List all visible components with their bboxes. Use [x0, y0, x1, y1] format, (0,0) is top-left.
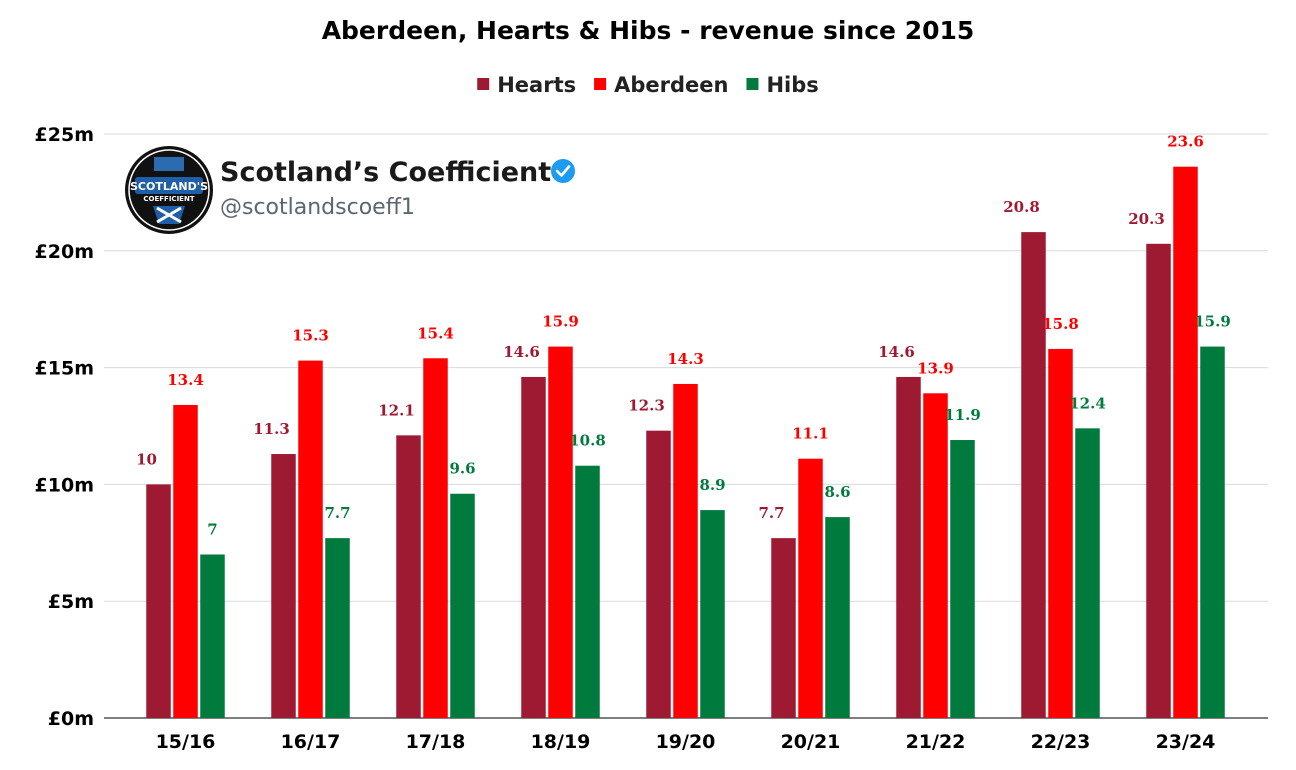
chart-title: Aberdeen, Hearts & Hibs - revenue since …	[322, 16, 975, 45]
y-tick-label: £10m	[35, 474, 94, 496]
data-label: 15.4	[417, 324, 454, 342]
data-label: 23.6	[1167, 133, 1204, 151]
bar-hearts-22-23	[1021, 232, 1046, 718]
verified-badge-icon	[551, 159, 575, 183]
data-label: 15.9	[542, 313, 579, 331]
data-label: 11.1	[792, 425, 829, 443]
bar-hibs-18-19	[575, 465, 600, 718]
data-label: 14.6	[503, 343, 540, 361]
y-tick-label: £5m	[48, 591, 94, 613]
data-label: 12.1	[378, 401, 415, 419]
bar-aberdeen-22-23	[1048, 348, 1073, 718]
legend-item-hibs: Hibs	[746, 73, 819, 97]
data-label: 7.7	[758, 504, 784, 522]
bars	[146, 166, 1225, 719]
x-tick-label: 22/23	[1031, 731, 1091, 753]
x-tick-label: 23/24	[1156, 731, 1216, 753]
data-label: 10	[136, 450, 157, 468]
legend-swatch	[594, 78, 607, 90]
bar-hibs-15-16	[200, 554, 225, 718]
data-label: 8.6	[824, 483, 850, 501]
bar-hearts-21-22	[896, 376, 921, 718]
x-tick-label: 15/16	[156, 731, 216, 753]
data-label: 20.8	[1003, 198, 1040, 216]
x-tick-label: 17/18	[406, 731, 466, 753]
bar-hibs-22-23	[1075, 428, 1100, 718]
data-label: 12.4	[1069, 394, 1106, 412]
data-label: 7	[207, 520, 217, 538]
bar-aberdeen-16-17	[298, 360, 323, 718]
bar-hibs-16-17	[325, 538, 350, 718]
bar-hearts-23-24	[1146, 243, 1171, 719]
data-label: 12.3	[628, 397, 665, 415]
brand-logo: SCOTLAND'S COEFFICIENT	[125, 146, 213, 234]
bar-hibs-21-22	[950, 440, 975, 718]
data-label: 20.3	[1128, 210, 1165, 228]
legend-item-hearts: Hearts	[477, 73, 576, 97]
bar-aberdeen-19-20	[673, 383, 698, 718]
bar-aberdeen-15-16	[173, 404, 198, 718]
data-label: 11.9	[944, 406, 981, 424]
x-tick-label: 19/20	[656, 731, 716, 753]
y-tick-label: £25m	[35, 124, 94, 146]
x-tick-label: 21/22	[906, 731, 966, 753]
data-labels: 1013.4711.315.37.712.115.49.614.615.910.…	[136, 133, 1231, 539]
bar-hearts-15-16	[146, 484, 171, 718]
legend-label: Aberdeen	[614, 73, 728, 97]
brand-name: Scotland’s Coefficient	[220, 157, 551, 188]
data-label: 13.9	[917, 359, 954, 377]
bar-hearts-16-17	[271, 454, 296, 718]
data-label: 13.4	[167, 371, 204, 389]
y-tick-label: £0m	[48, 708, 94, 730]
bar-hearts-17-18	[396, 435, 421, 718]
bar-aberdeen-20-21	[798, 458, 823, 718]
bar-aberdeen-21-22	[923, 393, 948, 718]
bar-hibs-23-24	[1200, 346, 1225, 718]
bar-hearts-19-20	[646, 430, 671, 718]
y-tick-label: £15m	[35, 358, 94, 380]
legend-item-aberdeen: Aberdeen	[594, 73, 728, 97]
data-label: 14.6	[878, 343, 915, 361]
y-tick-label: £20m	[35, 241, 94, 263]
data-label: 15.9	[1194, 313, 1231, 331]
data-label: 8.9	[699, 476, 725, 494]
bar-aberdeen-23-24	[1173, 166, 1198, 719]
x-tick-label: 18/19	[531, 731, 591, 753]
brand-watermark: SCOTLAND'S COEFFICIENT Scotland’s Coeffi…	[125, 146, 575, 234]
bar-aberdeen-17-18	[423, 358, 448, 718]
logo-text-line2: COEFFICIENT	[143, 195, 194, 203]
y-axis-ticks: £0m £5m £10m £15m £20m £25m	[35, 124, 94, 730]
legend-swatch	[477, 78, 490, 90]
data-label: 11.3	[253, 420, 290, 438]
data-label: 10.8	[569, 432, 606, 450]
data-label: 7.7	[324, 504, 350, 522]
bar-hibs-19-20	[700, 510, 725, 718]
data-label: 15.3	[292, 327, 329, 345]
x-tick-label: 16/17	[281, 731, 341, 753]
x-tick-label: 20/21	[781, 731, 841, 753]
bar-hearts-20-21	[771, 538, 796, 718]
data-label: 15.8	[1042, 315, 1079, 333]
logo-text-line1: SCOTLAND'S	[130, 180, 208, 193]
bar-aberdeen-18-19	[548, 346, 573, 718]
brand-handle: @scotlandscoeff1	[220, 195, 415, 220]
bar-hearts-18-19	[521, 376, 546, 718]
data-label: 9.6	[449, 460, 475, 478]
legend: Hearts Aberdeen Hibs	[477, 73, 819, 97]
bar-hibs-17-18	[450, 493, 475, 718]
legend-label: Hearts	[497, 73, 576, 97]
x-axis-ticks: 15/16 16/17 17/18 18/19 19/20 20/21 21/22 22/23…	[156, 731, 1216, 753]
data-label: 14.3	[667, 350, 704, 368]
legend-label: Hibs	[766, 73, 818, 97]
bar-hibs-20-21	[825, 517, 850, 718]
legend-swatch	[746, 78, 759, 90]
